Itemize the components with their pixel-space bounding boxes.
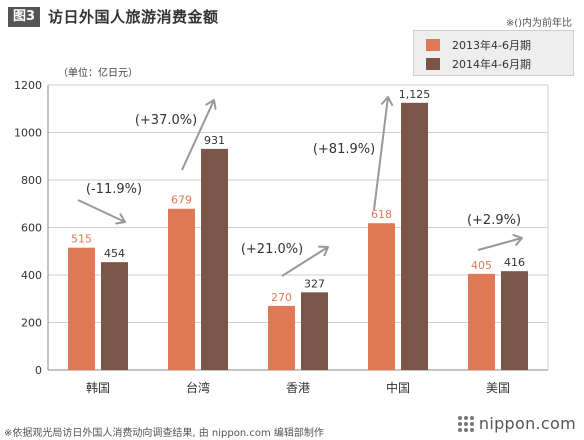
figure-badge: 图3	[8, 6, 41, 27]
legend-item-2013: 2013年4-6月期	[426, 37, 531, 53]
growth-arrow-head	[115, 213, 126, 225]
bar-2014	[401, 102, 428, 370]
bar-2013	[68, 247, 95, 370]
chart-title: 访日外国人旅游消费金额	[48, 8, 219, 26]
x-tick-label: 台湾	[186, 380, 210, 395]
y-tick-label: 800	[21, 174, 42, 187]
data-label: 416	[504, 256, 525, 269]
growth-annotation: (+81.9%)	[313, 142, 375, 157]
growth-arrow-line	[77, 199, 126, 223]
data-label: 515	[71, 233, 92, 246]
data-label: 405	[471, 259, 492, 272]
growth-arrow-line	[281, 246, 329, 277]
growth-annotation: (+37.0%)	[135, 113, 197, 128]
growth-annotation: (+2.9%)	[467, 213, 521, 228]
legend-label-2014: 2014年4-6月期	[452, 58, 531, 71]
growth-annotation: (-11.9%)	[86, 182, 142, 197]
data-label: 679	[171, 194, 192, 207]
data-label: 327	[304, 277, 325, 290]
data-label: 270	[271, 291, 292, 304]
legend-label-2013: 2013年4-6月期	[452, 39, 531, 52]
legend-swatch-2013	[426, 39, 440, 51]
legend-item-2014: 2014年4-6月期	[426, 56, 531, 72]
y-tick-label: 400	[21, 269, 42, 282]
data-label: 931	[204, 134, 225, 147]
data-label: 1,125	[399, 88, 431, 101]
y-tick-label: 1200	[14, 79, 42, 92]
bar-2013	[468, 273, 495, 370]
bar-2013	[268, 305, 295, 370]
growth-arrow-line	[373, 96, 389, 211]
y-tick-label: 1000	[14, 127, 42, 140]
x-tick-label: 美国	[486, 381, 510, 395]
growth-arrow-line	[477, 237, 523, 251]
x-tick-label: 中国	[386, 380, 410, 395]
growth-arrow-head	[318, 245, 329, 257]
logo-dots-icon	[457, 415, 474, 432]
bar-2014	[201, 148, 228, 370]
legend: 2013年4-6月期 2014年4-6月期	[413, 30, 574, 76]
nippon-logo: nippon.com	[457, 414, 576, 433]
title-block: 图3 访日外国人旅游消费金额	[8, 6, 219, 27]
y-tick-label: 0	[35, 364, 42, 377]
x-tick-label: 韩国	[86, 380, 110, 395]
data-label: 454	[104, 247, 125, 260]
bar-2013	[368, 223, 395, 370]
y-tick-label: 600	[21, 222, 42, 235]
growth-arrow-head	[205, 99, 217, 110]
growth-arrow-line	[181, 99, 215, 171]
unit-label: （单位：亿日元）	[58, 68, 138, 79]
y-tick-label: 200	[21, 317, 42, 330]
logo-text: nippon.com	[478, 414, 576, 433]
growth-arrow-head	[512, 234, 523, 246]
comparison-note: ※()内为前年比	[505, 18, 572, 29]
bar-2014	[301, 292, 328, 370]
bar-2013	[168, 208, 195, 370]
data-label: 618	[371, 208, 392, 221]
growth-annotation: (+21.0%)	[241, 242, 303, 257]
growth-arrow-head	[381, 96, 394, 106]
x-tick-label: 香港	[286, 381, 310, 395]
source-note: ※依据观光局访日外国人消费动向调查结果, 由 nippon.com 编辑部制作	[4, 428, 324, 439]
bar-2014	[101, 262, 128, 370]
legend-swatch-2014	[426, 58, 440, 70]
bar-2014	[501, 271, 528, 370]
